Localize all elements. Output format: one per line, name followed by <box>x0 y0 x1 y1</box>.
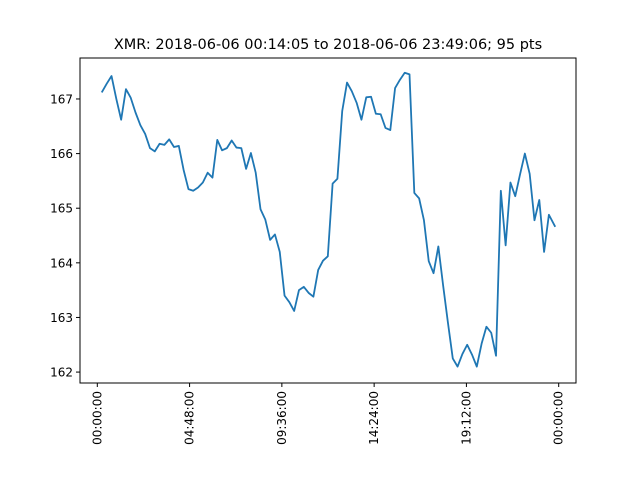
y-tick-label: 163 <box>50 311 73 325</box>
axes-frame <box>79 57 577 384</box>
plot-area <box>100 71 557 368</box>
x-tick-label: 00:00:00 <box>552 391 566 445</box>
y-tick-label: 166 <box>50 147 73 161</box>
chart-title: XMR: 2018-06-06 00:14:05 to 2018-06-06 2… <box>114 37 542 53</box>
y-tick-label: 164 <box>50 256 73 270</box>
x-tick-label: 14:24:00 <box>367 391 381 445</box>
x-tick-label: 19:12:00 <box>459 391 473 445</box>
x-axis: 00:00:00 04:48:00 09:36:00 14:24:00 19:12:00… <box>90 383 566 445</box>
y-axis: 162 163 164 165 166 167 <box>50 92 80 380</box>
x-tick-label: 04:48:00 <box>183 391 197 445</box>
x-tick-label: 00:00:00 <box>90 391 104 445</box>
x-tick-label: 09:36:00 <box>275 391 289 445</box>
price-line <box>100 71 557 368</box>
y-tick-label: 167 <box>50 92 73 106</box>
y-tick-label: 162 <box>50 366 73 380</box>
y-tick-label: 165 <box>50 202 73 216</box>
